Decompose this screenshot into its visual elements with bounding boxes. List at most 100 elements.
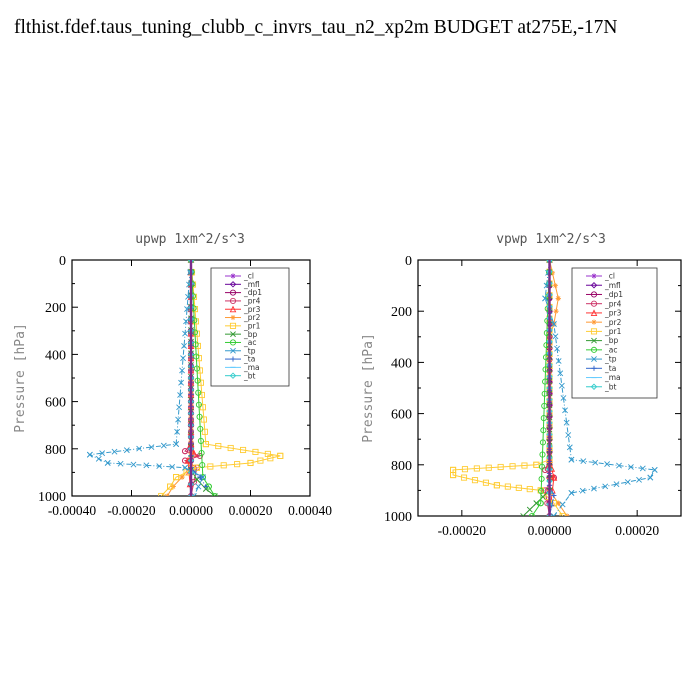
series-marker-pr1 [252,448,259,455]
series-marker-bp [520,513,527,516]
series-marker-tp [592,459,599,466]
series-marker-ac [196,413,203,420]
legend-marker [229,289,237,296]
legend-marker [590,300,598,307]
legend-label: _ac [243,338,256,347]
series-marker-pr1 [167,483,174,490]
series-marker-tp [95,455,102,462]
series-marker-ta [197,474,203,480]
legend-marker [230,273,236,279]
series-marker-tp [175,416,182,423]
x-tick-label: -0.00040 [48,503,97,518]
series-marker-tp [557,370,564,377]
legend-marker [230,314,236,321]
y-tick-label: 1000 [384,510,412,525]
series-marker-ta [203,483,209,490]
series-marker-tp [624,479,631,485]
series-marker-tp [566,444,573,451]
series-marker-tp [651,467,658,473]
series-marker-pr1 [267,455,274,462]
series-marker-bp [194,476,200,483]
legend-marker [229,339,237,346]
y-tick-label: 800 [391,459,412,474]
legend-label: _ta [243,355,255,364]
series-marker-tp [160,442,167,449]
series-marker-tp [647,474,654,481]
series-marker-tp [111,448,118,455]
legend: _cl_mfl_dp1_pr4_pr3_pr2_pr1_bp_ac_tp_ta_… [571,267,658,399]
x-tick-label: 0.00000 [169,503,213,518]
series-marker-bt [546,512,553,516]
legend-label: _pr2 [604,318,622,327]
series-marker-tp [636,476,642,483]
series-marker-pr1 [277,452,284,459]
series-marker-tp [568,456,575,463]
legend-marker [229,322,237,329]
series-marker-pr1 [215,442,222,450]
series-marker-tp [550,513,557,516]
series-marker-tp [182,330,188,337]
series-marker-pr2 [555,295,561,301]
series-marker-pr1 [504,483,511,490]
series-marker-tp [183,318,189,325]
series-marker-tp [86,451,93,458]
series-marker-bt [187,492,195,496]
legend-label: _dp1 [243,288,262,297]
series-marker-tp [562,407,568,414]
y-tick-label: 0 [59,254,66,269]
legend-label: _pr2 [243,313,261,322]
series-marker-pr1 [482,479,489,486]
series-marker-tp [565,432,572,438]
legend-label: _pr4 [604,299,622,308]
series-marker-pr1 [207,463,214,470]
x-tick-label: 0.00000 [528,523,572,538]
series-marker-pr1 [202,441,209,448]
series-marker-pr2 [179,474,185,480]
series-marker-pr1 [526,486,533,493]
series-marker-tp [136,445,143,452]
legend-label: _bt [604,382,617,391]
series-marker-tp [555,358,562,364]
series-marker-tp [178,379,185,386]
legend-label: _ma [243,363,260,372]
legend-label: _pr4 [243,297,261,306]
series-group [450,260,658,516]
series-marker-pr1 [521,462,528,469]
series-marker-tp [563,419,570,426]
series-marker-tp [123,447,130,454]
y-tick-label: 400 [391,356,412,371]
series-marker-pr2 [553,308,559,314]
series-marker-pr1 [460,474,468,481]
series-marker-ac [541,402,548,409]
legend-box [210,267,290,387]
series-marker-pr1 [497,463,504,471]
series-marker-ac [193,353,200,360]
series-marker-pr1 [515,484,522,491]
legend-label: _pr3 [243,305,261,314]
x-tick-label: -0.00020 [107,503,156,518]
series-line-pr1 [160,260,281,496]
series-marker-ac [540,415,547,422]
legend-marker [591,365,597,371]
legend-label: _bt [243,371,256,380]
series-marker-ac [539,451,546,458]
legend-label: _mfl [243,280,260,289]
series-marker-tp [117,460,124,467]
legend-label: _cl [243,272,254,281]
series-line-ac [531,260,550,516]
legend-label: _pr1 [604,327,622,336]
x-tick-label: 0.00020 [229,503,273,518]
series-group [86,260,284,496]
series-marker-tp [580,458,587,465]
legend-marker [590,309,598,316]
chart-panel-2: vpwp 1xm^2/s^3 Pressure [hPa] 0 200 400 600 80… [361,232,682,538]
legend-marker [590,281,598,289]
legend: _cl_mfl_dp1_pr4_pr3_pr2_pr1_bp_ac_tp_ta_… [210,267,290,387]
y-tick-label: 200 [45,301,66,316]
series-marker-tp [130,461,137,468]
series-marker-ac [195,389,202,396]
legend-label: _bp [243,330,258,339]
legend-box [571,267,658,399]
legend-label: _pr3 [604,309,622,318]
legend-label: _ta [604,364,616,373]
